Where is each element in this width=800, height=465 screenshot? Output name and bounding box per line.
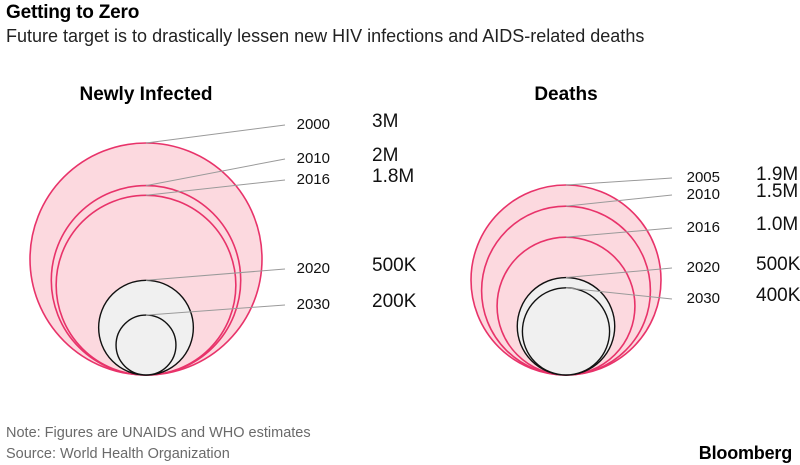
leader-line (565, 177, 673, 186)
leader-line (145, 124, 286, 144)
leader-line (145, 179, 286, 196)
chart-note: Note: Figures are UNAIDS and WHO estimat… (6, 425, 311, 441)
year-label: 2020 (687, 259, 720, 276)
leader-line (565, 267, 673, 279)
value-label: 1.9M (756, 164, 798, 185)
chart-subtitle: Future target is to drastically lessen n… (6, 26, 645, 46)
value-label: 500K (372, 255, 417, 276)
bubble-2030 (115, 314, 177, 376)
year-label: 2016 (297, 171, 330, 188)
leader-line (565, 194, 673, 207)
value-label: 500K (756, 254, 800, 275)
chart-title: Getting to Zero (6, 2, 140, 23)
year-label: 2030 (687, 290, 720, 307)
leader-line (145, 304, 286, 316)
value-label: 200K (372, 291, 417, 312)
year-label: 2000 (297, 116, 330, 133)
leader-line (145, 268, 286, 281)
bubble-group (470, 184, 662, 376)
value-label: 1.0M (756, 214, 798, 235)
value-label: 400K (756, 285, 800, 306)
year-label: 2030 (297, 296, 330, 313)
leader-line (565, 227, 673, 238)
value-label: 1.5M (756, 181, 798, 202)
panel-title: Newly Infected (79, 84, 212, 105)
value-label: 2M (372, 145, 398, 166)
value-label: 1.8M (372, 166, 414, 187)
bloomberg-logo: Bloomberg (698, 443, 792, 463)
bubble-2030 (521, 287, 611, 376)
panel-title: Deaths (534, 84, 597, 105)
year-label: 2020 (297, 260, 330, 277)
value-label: 3M (372, 111, 398, 132)
year-label: 2005 (687, 169, 720, 186)
year-label: 2010 (297, 150, 330, 167)
chart-source: Source: World Health Organization (6, 446, 230, 462)
leader-line (145, 158, 286, 187)
bubble-group (29, 142, 263, 376)
leader-line (565, 287, 673, 300)
year-label: 2016 (687, 219, 720, 236)
year-label: 2010 (687, 186, 720, 203)
